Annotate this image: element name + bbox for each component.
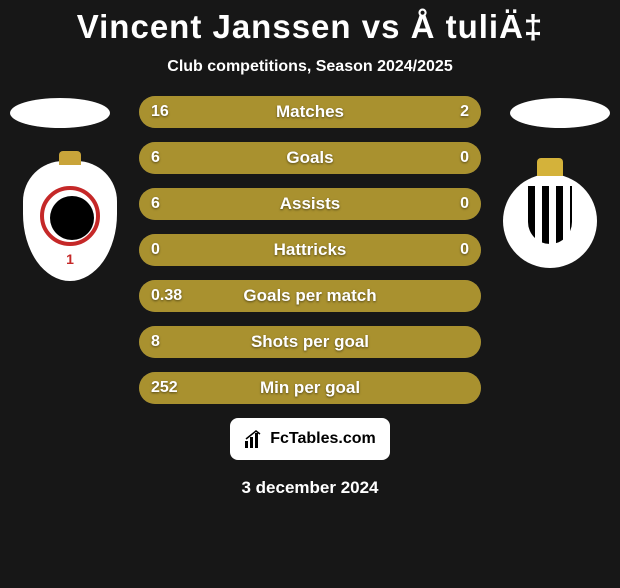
stat-value-left: 0 xyxy=(151,241,160,259)
stat-value-right: 0 xyxy=(460,195,469,213)
chart-icon xyxy=(244,429,264,449)
brand-label: FcTables.com xyxy=(270,430,376,448)
stat-label: Shots per goal xyxy=(251,332,369,352)
player-avatar-left xyxy=(10,98,110,128)
subtitle: Club competitions, Season 2024/2025 xyxy=(0,58,620,76)
shield-icon xyxy=(40,186,100,246)
stat-bar: 16 2 Matches xyxy=(139,96,481,128)
stat-value-right: 0 xyxy=(460,241,469,259)
stat-value-right: 2 xyxy=(460,103,469,121)
stat-label: Hattricks xyxy=(274,240,347,260)
stat-value-left: 6 xyxy=(151,149,160,167)
team-badge-right xyxy=(500,156,600,286)
stat-label: Min per goal xyxy=(260,378,360,398)
stat-value-left: 0.38 xyxy=(151,287,182,305)
stat-bar: 252 Min per goal xyxy=(139,372,481,404)
stat-bar: 6 0 Goals xyxy=(139,142,481,174)
stat-bar: 0.38 Goals per match xyxy=(139,280,481,312)
stat-value-left: 8 xyxy=(151,333,160,351)
comparison-panel: 16 2 Matches 6 0 Goals 6 0 Assists 0 0 Hattricks 0.3… xyxy=(0,96,620,498)
stat-value-left: 252 xyxy=(151,379,178,397)
stat-bar: 0 0 Hattricks xyxy=(139,234,481,266)
stat-bar: 6 0 Assists xyxy=(139,188,481,220)
stat-value-right: 0 xyxy=(460,149,469,167)
stat-bar: 8 Shots per goal xyxy=(139,326,481,358)
crown-icon xyxy=(537,158,563,176)
team-badge-left xyxy=(20,156,120,286)
page-title: Vincent Janssen vs Å tuliÄ‡ xyxy=(0,8,620,46)
player-avatar-right xyxy=(510,98,610,128)
stat-label: Goals xyxy=(286,148,333,168)
stripes-icon xyxy=(528,186,572,244)
stat-label: Matches xyxy=(276,102,344,122)
stat-value-left: 6 xyxy=(151,195,160,213)
stat-label: Assists xyxy=(280,194,340,214)
brand-badge: FcTables.com xyxy=(230,418,390,460)
stat-value-left: 16 xyxy=(151,103,169,121)
stat-label: Goals per match xyxy=(243,286,376,306)
crown-icon xyxy=(59,151,81,165)
date-label: 3 december 2024 xyxy=(0,478,620,498)
